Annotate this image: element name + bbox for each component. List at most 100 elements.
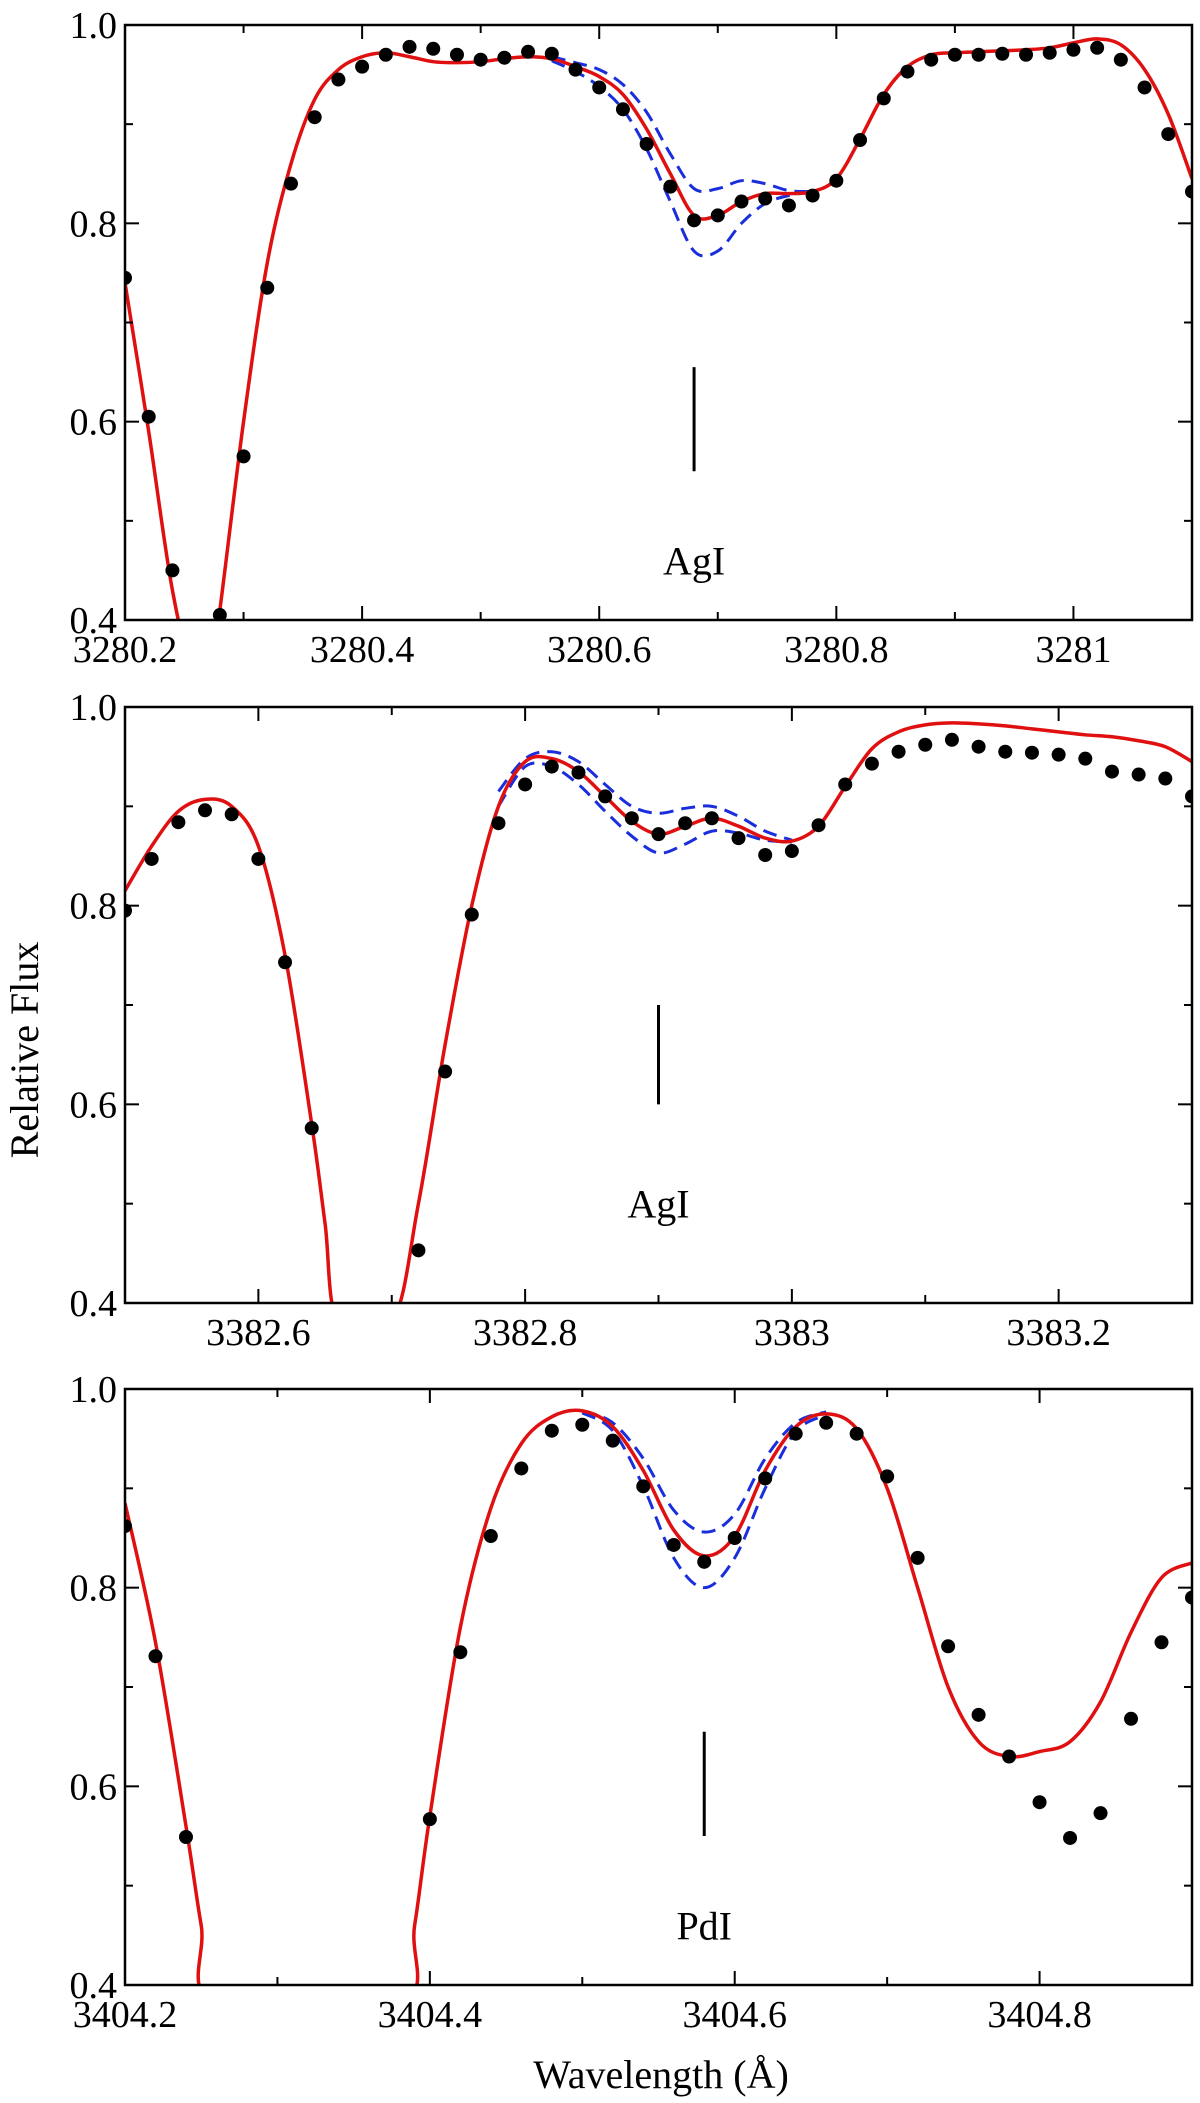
observed-point — [615, 102, 630, 117]
observed-point — [651, 827, 666, 842]
observed-point — [236, 449, 251, 464]
observed-point — [995, 46, 1010, 61]
observed-point — [125, 1519, 132, 1534]
x-tick-label: 3404.6 — [682, 1994, 787, 2036]
observed-point — [304, 1121, 319, 1136]
observed-point — [544, 1423, 559, 1438]
observed-point — [900, 64, 915, 79]
x-tick-label: 3280.2 — [73, 629, 178, 671]
observed-point — [422, 1812, 437, 1827]
observed-point — [518, 777, 533, 792]
observed-point — [918, 737, 933, 752]
y-tick-label: 0.4 — [70, 600, 118, 642]
observed-point — [1113, 52, 1128, 67]
x-tick-label: 3280.6 — [547, 629, 652, 671]
panel-2: AgI 0.4 0.6 0.8 1.0 3382.6 3382.8 3383 3383.2 — [70, 687, 1194, 1354]
observed-point — [125, 270, 132, 285]
observed-point — [697, 1554, 712, 1569]
observed-point — [971, 1707, 986, 1722]
observed-point — [411, 1243, 426, 1258]
observed-point — [924, 52, 939, 67]
observed-point — [521, 44, 536, 59]
observed-point — [666, 1537, 681, 1552]
observed-point — [1154, 1635, 1169, 1650]
observed-point — [568, 62, 583, 77]
synthesis-upper-line — [551, 55, 813, 194]
plot-area — [125, 721, 1192, 1303]
observed-point — [758, 1471, 773, 1486]
line-label: PdI — [676, 1903, 732, 1948]
observed-point — [758, 191, 773, 206]
observed-point — [1066, 42, 1081, 57]
y-tick-label: 0.4 — [70, 1965, 118, 2007]
observed-point — [1185, 184, 1192, 199]
observed-point — [678, 816, 693, 831]
x-tick-label: 3404.2 — [73, 1994, 178, 2036]
y-tick-label: 0.6 — [70, 1084, 118, 1126]
x-tick-label: 3280.8 — [784, 629, 889, 671]
observed-point — [598, 789, 613, 804]
observed-point — [1131, 767, 1146, 782]
observed-point — [1051, 747, 1066, 762]
x-tick-label: 3383.2 — [1006, 1312, 1111, 1354]
observed-point — [1032, 1795, 1047, 1810]
x-tick-label: 3280.4 — [310, 629, 415, 671]
x-tick-label: 3382.8 — [473, 1312, 578, 1354]
synthesis-best-line — [125, 1408, 1192, 1985]
plot-area — [125, 37, 1192, 620]
observed-point — [880, 1469, 895, 1484]
observed-point — [1104, 764, 1119, 779]
x-axis-title: Wavelength (Å) — [533, 2052, 789, 2097]
observed-point — [910, 1550, 925, 1565]
observed-point — [853, 133, 868, 148]
observed-point — [784, 844, 799, 859]
synthesis-upper-line — [497, 750, 793, 842]
observed-point — [438, 1064, 453, 1079]
observed-point — [624, 811, 639, 826]
observed-point — [278, 955, 293, 970]
observed-point — [592, 80, 607, 95]
observed-point — [497, 50, 512, 65]
y-tick-label: 1.0 — [70, 5, 118, 47]
x-tick-label: 3382.6 — [206, 1312, 311, 1354]
observed-point — [491, 816, 506, 831]
observed-point — [544, 46, 559, 61]
observed-point — [1161, 127, 1176, 142]
observed-point — [251, 851, 266, 866]
observed-point — [1093, 1806, 1108, 1821]
observed-point — [971, 47, 986, 62]
observed-point — [355, 59, 370, 74]
observed-point — [1185, 789, 1192, 804]
observed-point — [941, 1639, 956, 1654]
observed-point — [283, 176, 298, 191]
observed-point — [144, 851, 159, 866]
observed-point — [805, 188, 820, 203]
observed-point — [453, 1645, 468, 1660]
observed-point — [1063, 1830, 1078, 1845]
synthesis-best-line — [125, 721, 1192, 1303]
observed-point — [260, 280, 275, 295]
observed-point — [727, 1531, 742, 1545]
observed-point — [575, 1417, 590, 1432]
observed-point — [971, 739, 986, 754]
observed-point — [544, 759, 559, 774]
observed-point — [331, 72, 346, 87]
observed-point — [998, 744, 1013, 759]
observed-point — [165, 563, 180, 578]
observed-point — [514, 1461, 529, 1476]
observed-point — [704, 811, 719, 826]
observed-point — [1124, 1711, 1139, 1726]
x-tick-label: 3404.8 — [987, 1994, 1092, 2036]
panel-frame — [123, 23, 1194, 622]
y-tick-label: 0.8 — [70, 1568, 118, 1610]
panel-1: AgI 0.4 0.6 0.8 1.0 3280.2 3280.4 3280.6 3280.8 3… — [70, 5, 1194, 671]
observed-point — [891, 744, 906, 759]
observed-point — [464, 907, 479, 922]
observed-point — [944, 732, 959, 747]
observed-point — [876, 91, 891, 106]
observed-point — [483, 1529, 498, 1544]
observed-point — [224, 807, 239, 822]
x-tick-label: 3404.4 — [378, 1994, 483, 2036]
observed-point — [687, 213, 702, 228]
observed-point — [178, 1829, 193, 1844]
